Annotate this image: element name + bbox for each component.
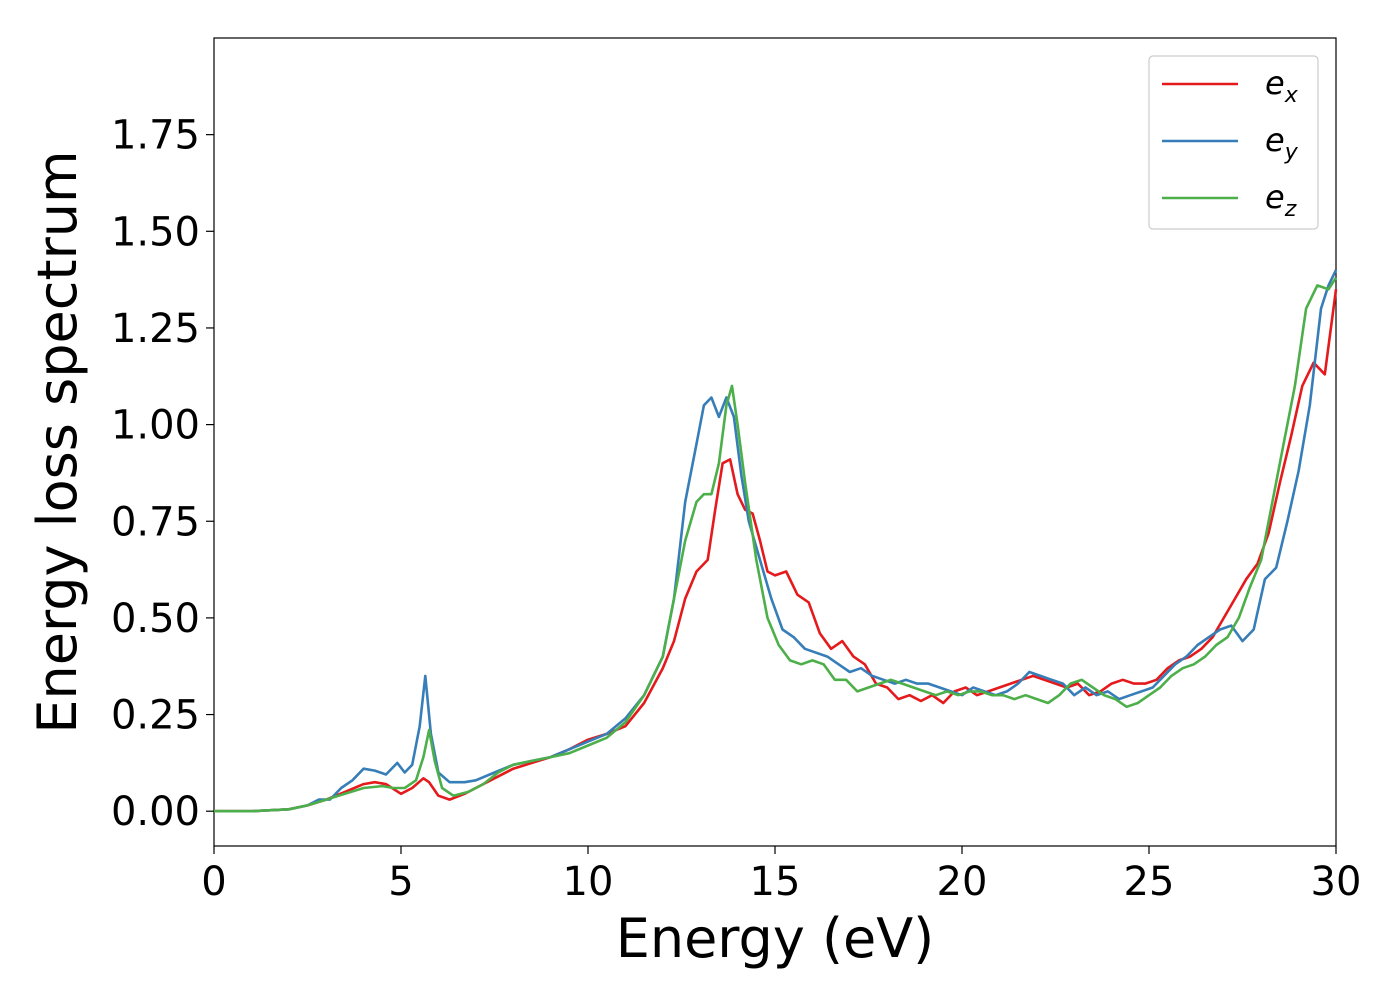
x-tick-label: 20 — [937, 859, 988, 905]
series-line-ex — [214, 289, 1338, 813]
x-tick-label: 15 — [750, 859, 801, 905]
y-tick-label: 1.25 — [111, 306, 200, 352]
series-line-ez — [214, 276, 1338, 813]
y-tick-label: 0.25 — [111, 693, 200, 739]
y-tick-label: 1.00 — [111, 403, 200, 449]
x-tick-label: 10 — [563, 859, 614, 905]
y-tick-label: 0.00 — [111, 789, 200, 835]
y-axis-title: Energy loss spectrum — [26, 150, 89, 733]
y-axis-ticks: 0.00 0.25 0.50 0.75 1.00 1.25 1.50 1.75 — [111, 113, 214, 835]
y-tick-label: 1.50 — [111, 209, 200, 255]
y-tick-label: 0.50 — [111, 596, 200, 642]
x-tick-label: 0 — [201, 859, 226, 905]
x-tick-label: 5 — [388, 859, 413, 905]
x-tick-label: 30 — [1311, 859, 1362, 905]
legend-label-ey: ey — [1265, 121, 1299, 165]
series-line-ey — [214, 269, 1338, 813]
y-tick-label: 1.75 — [111, 113, 200, 159]
series-layer — [214, 269, 1338, 813]
x-tick-label: 25 — [1124, 859, 1175, 905]
legend-label-ex: ex — [1265, 64, 1299, 108]
x-axis-title: Energy (eV) — [616, 907, 935, 970]
x-axis-ticks: 0 5 10 15 20 25 30 — [201, 846, 1361, 905]
y-tick-label: 0.75 — [111, 499, 200, 545]
legend-box — [1148, 55, 1319, 230]
